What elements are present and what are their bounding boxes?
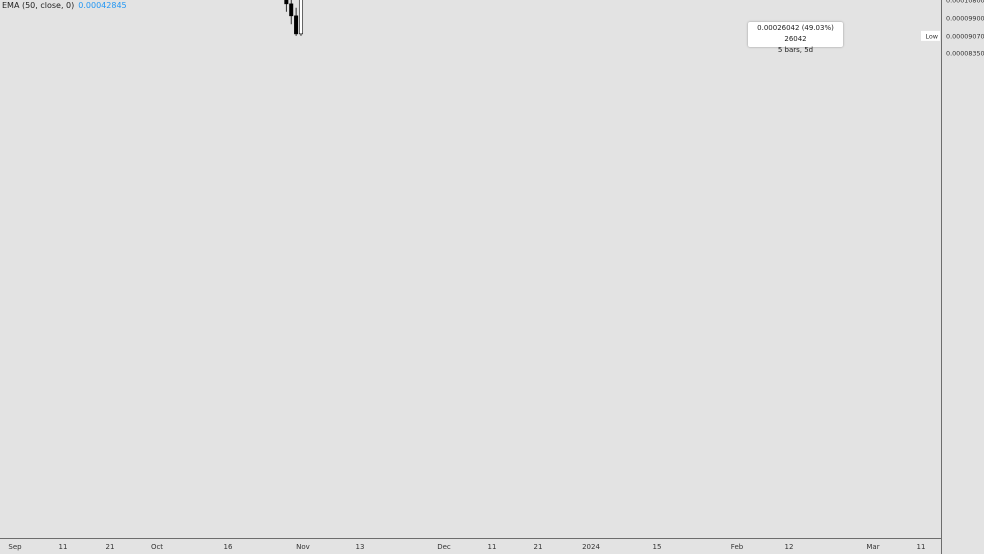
y-axis-tick-label: 0.00009900 <box>946 14 984 22</box>
x-axis-label: Sep <box>8 543 22 551</box>
x-axis-label: Oct <box>151 543 163 551</box>
legend-ema-value: 0.00042845 <box>78 1 127 10</box>
legend-indicator-name: EMA (50, close, 0) <box>2 1 75 10</box>
candle <box>289 0 294 25</box>
price-axis-bg <box>941 0 984 554</box>
x-axis-label: Dec <box>437 543 451 551</box>
x-axis-label: 11 <box>59 543 68 551</box>
measure-sub: 5 bars, 5d <box>777 46 814 54</box>
x-axis-label: Feb <box>731 543 744 551</box>
candle-body <box>289 3 294 17</box>
candle-body <box>298 0 303 35</box>
candle <box>294 7 299 36</box>
low-tag-label: Low <box>925 32 938 40</box>
measure-tooltip: 0.00026042 (49.03%) 26042 5 bars, 5d <box>748 22 843 54</box>
low-tag-bg <box>921 30 940 41</box>
x-axis-label: 11 <box>488 543 497 551</box>
x-axis-label: 21 <box>106 543 115 551</box>
x-axis-label: Nov <box>296 543 310 551</box>
x-axis-label: 2024 <box>582 543 600 551</box>
x-axis-label: 13 <box>356 543 365 551</box>
candle-body <box>284 0 289 5</box>
y-axis-tick-label: 0.00008350 <box>946 49 984 57</box>
indicator-legend[interactable]: EMA (50, close, 0) 0.00042845 <box>2 1 127 10</box>
candle <box>298 0 303 36</box>
x-axis-label: 21 <box>534 543 543 551</box>
x-axis-label: 11 <box>917 543 926 551</box>
measure-text: 0.00026042 (49.03%) 26042 <box>757 24 834 43</box>
y-axis-tick-label: 0.00010800 <box>946 0 984 5</box>
low-price-value: 0.00009070 <box>946 32 984 40</box>
x-axis-label: 12 <box>785 543 794 551</box>
candle-body <box>294 15 299 35</box>
x-axis-label: Mar <box>866 543 879 551</box>
x-axis-label: 15 <box>653 543 662 551</box>
x-axis-label: 16 <box>224 543 233 551</box>
candle <box>284 0 289 12</box>
